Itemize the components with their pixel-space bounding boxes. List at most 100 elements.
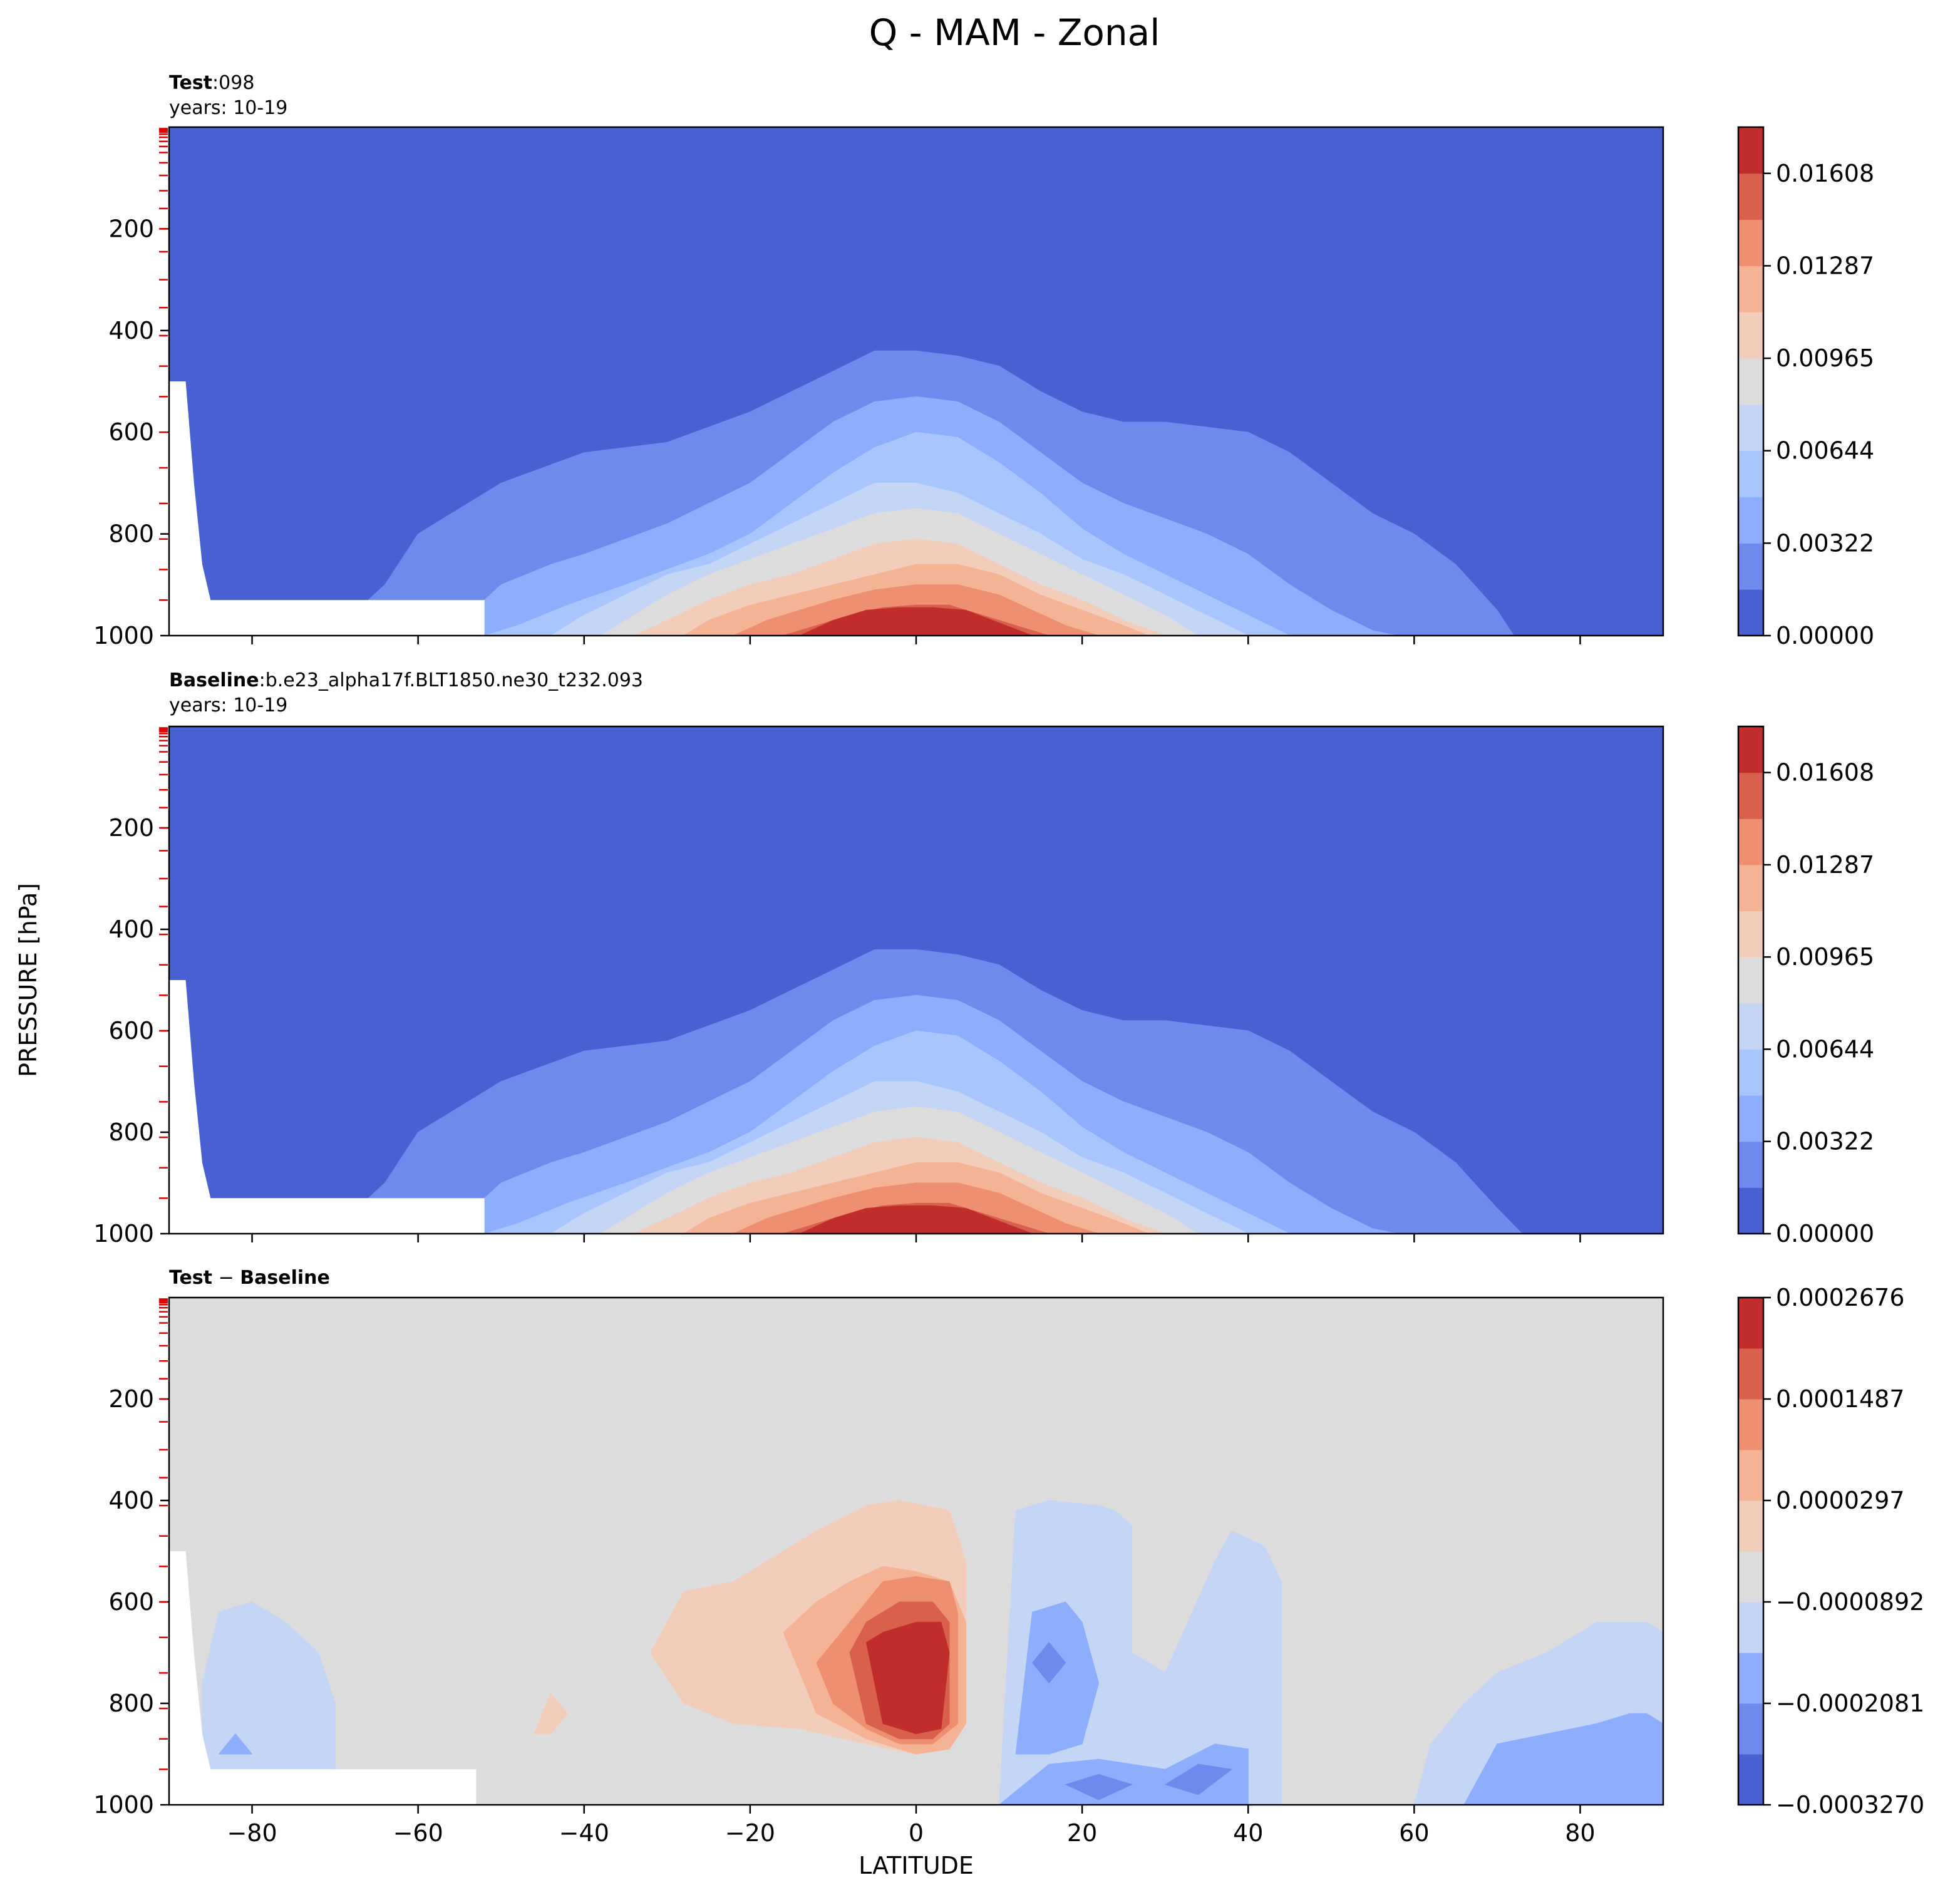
colorbar-band — [1738, 497, 1763, 544]
panel-title-label: Test — [169, 1267, 212, 1289]
colorbar-tick-label: 0.0000297 — [1776, 1487, 1905, 1514]
y-tick-label: 800 — [108, 520, 154, 548]
colorbar-tick-label: 0.00965 — [1776, 943, 1874, 971]
missing-data-mask — [169, 381, 485, 636]
contour-field-2 — [169, 726, 1663, 1234]
colorbar-tick-label: −0.0003270 — [1776, 1791, 1924, 1819]
panel-subtitle: years: 10-19 — [169, 97, 287, 119]
contour-band-level-2 — [218, 1733, 253, 1755]
x-tick-label: −60 — [393, 1819, 443, 1847]
contour-band-level-1 — [1031, 1642, 1066, 1684]
colorbar-band — [1738, 1399, 1763, 1450]
contour-band-level-2 — [1015, 1601, 1100, 1755]
colorbar-band — [1738, 312, 1763, 359]
colorbar-band — [1738, 404, 1763, 452]
colorbar-tick-label: 0.00000 — [1776, 1220, 1874, 1247]
contour-field-3 — [169, 1298, 1663, 1805]
colorbar-band — [1738, 1653, 1763, 1704]
contour-band-level-1 — [1065, 1774, 1133, 1800]
panel-title-label: Test — [169, 72, 212, 94]
colorbar-tick-label: 0.00000 — [1776, 622, 1874, 649]
colorbar-band — [1738, 864, 1763, 912]
colorbar-band — [1738, 543, 1763, 590]
contour-band-level-9 — [865, 1621, 950, 1735]
colorbar-band — [1738, 1602, 1763, 1653]
x-tick-label: 40 — [1233, 1819, 1263, 1847]
missing-data-mask — [169, 980, 485, 1234]
x-tick-label: 20 — [1067, 1819, 1097, 1847]
colorbar-band — [1738, 1049, 1763, 1096]
colorbar-tick-label: 0.0002676 — [1776, 1284, 1905, 1311]
panel-title-sep: : — [212, 72, 219, 94]
panel-subtitle: years: 10-19 — [169, 694, 287, 716]
colorbar-band — [1738, 1003, 1763, 1050]
y-tick-label: 400 — [108, 916, 154, 943]
colorbar-band — [1738, 772, 1763, 819]
colorbar-band — [1738, 726, 1763, 773]
colorbar-band — [1738, 1500, 1763, 1552]
colorbar-frame — [1737, 126, 1765, 637]
colorbar-band — [1738, 957, 1763, 1004]
y-tick-label: 1000 — [93, 1791, 154, 1819]
colorbar-frame — [1737, 725, 1765, 1235]
contour-band-level-2 — [1463, 1713, 1663, 1805]
panel-title: Test:098 — [169, 72, 254, 94]
panel-title: Baseline:b.e23_alpha17f.BLT1850.ne30_t23… — [169, 669, 643, 691]
y-tick-label: 800 — [108, 1690, 154, 1717]
panel-title-sep: : — [259, 669, 266, 691]
colorbar-tick-label: 0.0001487 — [1776, 1385, 1905, 1413]
colorbar-tick-label: −0.0002081 — [1776, 1690, 1924, 1717]
x-tick-label: −20 — [725, 1819, 775, 1847]
colorbar-tick-label: 0.01608 — [1776, 759, 1874, 787]
y-tick-label: 400 — [108, 317, 154, 344]
y-tick-label: 1000 — [93, 1220, 154, 1247]
figure-title: Q - MAM - Zonal — [869, 11, 1160, 54]
colorbar-tick-label: 0.00644 — [1776, 1035, 1874, 1063]
colorbar-band — [1738, 1754, 1763, 1805]
y-tick-label: 600 — [108, 418, 154, 446]
colorbar-tick-label: 0.01287 — [1776, 851, 1874, 879]
y-tick-label: 800 — [108, 1118, 154, 1146]
x-tick-label: −80 — [227, 1819, 277, 1847]
y-tick-label: 400 — [108, 1487, 154, 1514]
y-axis-label: PRESSURE [hPa] — [14, 883, 42, 1077]
y-tick-label: 600 — [108, 1017, 154, 1045]
x-axis-label: LATITUDE — [859, 1852, 974, 1879]
colorbar-band — [1738, 1450, 1763, 1501]
panel-title-value: Baseline — [240, 1267, 330, 1289]
contour-band-level-10 — [800, 1205, 1033, 1234]
colorbar-band — [1738, 266, 1763, 312]
contour-band-level-10 — [800, 607, 1033, 636]
colorbar-band — [1738, 1187, 1763, 1234]
x-tick-label: 80 — [1565, 1819, 1595, 1847]
missing-data-mask — [169, 1551, 477, 1805]
colorbar-tick-label: 0.00322 — [1776, 1128, 1874, 1155]
panel-title: Test − Baseline — [169, 1267, 330, 1289]
colorbar-band — [1738, 1095, 1763, 1142]
colorbar-tick-label: −0.0000892 — [1776, 1588, 1924, 1616]
colorbar-band — [1738, 1551, 1763, 1603]
colorbar-band — [1738, 127, 1763, 174]
contour-band-level-1 — [1164, 1763, 1232, 1795]
colorbar-band — [1738, 911, 1763, 958]
colorbar-band — [1738, 1703, 1763, 1755]
colorbar-tick-label: 0.01287 — [1776, 252, 1874, 279]
colorbar-band — [1738, 1348, 1763, 1400]
colorbar-tick-label: 0.00322 — [1776, 529, 1874, 557]
contour-band-level-5 — [534, 1692, 568, 1735]
colorbar-band — [1738, 219, 1763, 266]
y-tick-label: 200 — [108, 1385, 154, 1413]
colorbar-tick-label: 0.00965 — [1776, 344, 1874, 372]
x-tick-label: 0 — [909, 1819, 924, 1847]
x-tick-label: 60 — [1399, 1819, 1429, 1847]
colorbar-band — [1738, 1141, 1763, 1188]
colorbar-band — [1738, 450, 1763, 498]
colorbar-band — [1738, 1298, 1763, 1349]
panel-title-label: Baseline — [169, 669, 259, 691]
panel-title-value: 098 — [219, 72, 254, 94]
panel-title-sep: − — [212, 1267, 240, 1289]
colorbar-tick-label: 0.00644 — [1776, 437, 1874, 465]
colorbar-tick-label: 0.01608 — [1776, 160, 1874, 187]
colorbar-band — [1738, 818, 1763, 865]
